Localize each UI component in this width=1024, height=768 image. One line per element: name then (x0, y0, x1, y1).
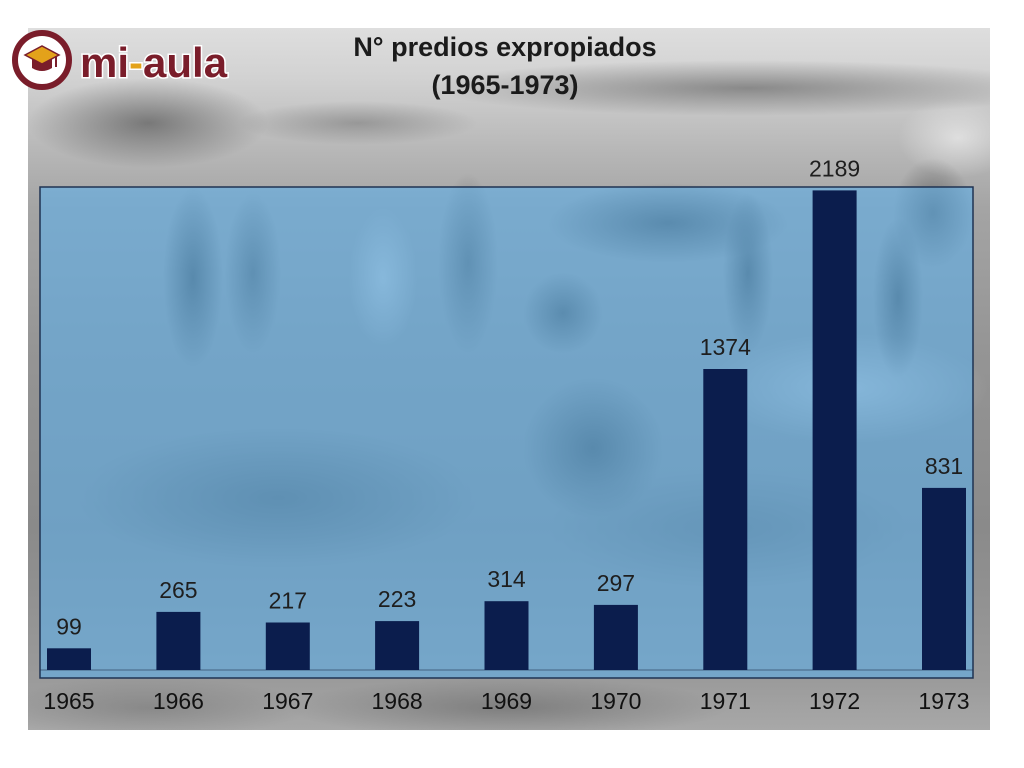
x-tick-label-1967: 1967 (262, 688, 313, 714)
x-tick-label-1965: 1965 (43, 688, 94, 714)
bar-1973 (922, 487, 966, 670)
data-label-1970: 297 (597, 570, 635, 596)
chart-title: N° predios expropiados (353, 32, 656, 62)
chart-subtitle: (1965-1973) (431, 70, 578, 100)
data-label-1967: 217 (269, 588, 307, 614)
bar-1969 (484, 601, 529, 670)
logo-text: mi-aula (80, 39, 228, 86)
logo: mi-aula (12, 30, 229, 90)
data-label-1966: 265 (159, 577, 197, 603)
bar-1970 (593, 604, 638, 670)
x-tick-labels: 1965 1966 1967 1968 1969 1970 1971 1972 1973 (43, 688, 969, 714)
bar-1967 (265, 622, 310, 670)
data-label-1969: 314 (487, 566, 526, 592)
data-label-1973: 831 (925, 453, 963, 479)
bar-1965 (47, 648, 91, 670)
x-tick-label-1973: 1973 (918, 688, 969, 714)
logo-text-part-2: aula (143, 39, 228, 86)
bar-1971 (703, 369, 748, 670)
logo-text-part-1: mi (80, 39, 129, 86)
data-label-1972: 2189 (809, 155, 860, 181)
x-tick-label-1972: 1972 (809, 688, 860, 714)
x-tick-label-1971: 1971 (700, 688, 751, 714)
data-labels: 99 265 217 223 314 297 1374 2189 831 (56, 155, 963, 639)
x-tick-label-1966: 1966 (153, 688, 204, 714)
bar-1966 (156, 611, 201, 670)
graduation-cap-icon (12, 30, 72, 90)
x-tick-label-1969: 1969 (481, 688, 532, 714)
bars (47, 190, 966, 670)
x-tick-label-1968: 1968 (372, 688, 423, 714)
logo-text-separator: - (129, 39, 143, 86)
bar-1972 (812, 190, 857, 670)
data-label-1971: 1374 (700, 334, 751, 360)
data-label-1965: 99 (56, 613, 82, 639)
bar-1968 (375, 621, 420, 670)
data-label-1968: 223 (378, 586, 416, 612)
x-tick-label-1970: 1970 (590, 688, 641, 714)
